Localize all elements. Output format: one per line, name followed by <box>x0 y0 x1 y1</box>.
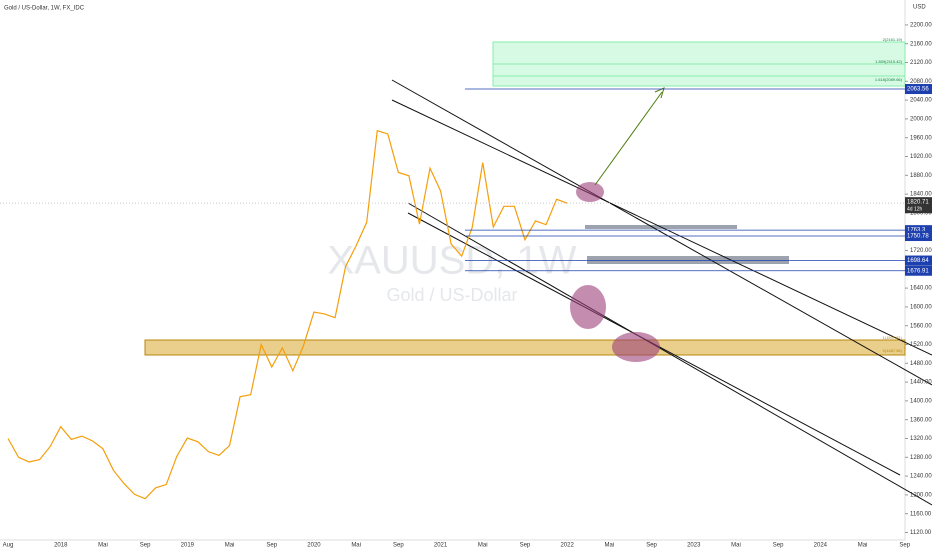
x-tick-label: Mai <box>858 543 868 549</box>
highlight <box>576 182 604 202</box>
price-tag-label: 1763.3 <box>907 228 926 234</box>
y-tick-label: 1520.00 <box>910 342 932 348</box>
y-tick-label: 1360.00 <box>910 417 932 423</box>
y-tick-label: 2120.00 <box>910 60 932 66</box>
y-tick-label: 1800.00 <box>910 210 932 216</box>
watermark-sub: Gold / US-Dollar <box>386 285 517 305</box>
zone-label: 1(1507.81) <box>883 335 903 340</box>
fib-label: 1.809(2115.42) <box>875 59 903 64</box>
price-tag <box>905 225 932 236</box>
price-tag <box>905 231 932 242</box>
last-price-label: 1820.71 <box>907 200 929 206</box>
x-tick-label: 2024 <box>814 543 828 549</box>
y-tick-label: 1280.00 <box>910 455 932 461</box>
countdown-label: 4d 12h <box>907 206 923 212</box>
x-tick-label: Sep <box>140 543 151 549</box>
x-tick-label: Sep <box>773 543 784 549</box>
y-tick-label: 2080.00 <box>910 79 932 85</box>
price-tag-label: 2063.56 <box>907 87 929 93</box>
x-tick-label: 2022 <box>560 543 574 549</box>
y-tick-label: 1840.00 <box>910 192 932 198</box>
y-tick-label: 1440.00 <box>910 380 932 386</box>
last-price-tag <box>905 197 932 214</box>
channel-line <box>391 79 932 386</box>
fib-label: 1.618(2089.66) <box>875 77 903 82</box>
channel-line <box>391 99 932 356</box>
price-tag <box>905 84 932 95</box>
x-tick-label: 2018 <box>54 543 68 549</box>
y-tick-label: 1240.00 <box>910 474 932 480</box>
x-tick-label: Mai <box>351 543 361 549</box>
price-line <box>7 129 568 500</box>
projection-arrow <box>594 91 663 186</box>
channel-line <box>407 202 932 506</box>
y-tick-label: 1600.00 <box>910 304 932 310</box>
fib-label: 2(2161.19) <box>883 37 903 42</box>
price-tag <box>905 255 932 266</box>
y-tick-label: 2160.00 <box>910 41 932 47</box>
x-tick-label: Aug <box>3 543 14 549</box>
y-tick-label: 1200.00 <box>910 492 932 498</box>
y-tick-label: 1560.00 <box>910 323 932 329</box>
y-tick-label: 1120.00 <box>910 530 932 536</box>
x-tick-label: Sep <box>646 543 657 549</box>
axis-unit: USD <box>913 5 926 11</box>
price-tag <box>905 265 932 276</box>
highlight <box>612 332 660 362</box>
highlight <box>570 285 606 329</box>
price-tag-label: 1750.78 <box>907 234 929 240</box>
x-tick-label: Mai <box>225 543 235 549</box>
range-box <box>587 256 789 264</box>
support-zone <box>144 339 906 356</box>
y-tick-label: 1880.00 <box>910 173 932 179</box>
x-tick-label: 2020 <box>307 543 321 549</box>
y-tick-label: 2040.00 <box>910 98 932 104</box>
y-tick-label: 1640.00 <box>910 286 932 292</box>
x-tick-label: Mai <box>478 543 488 549</box>
y-tick-label: 1720.00 <box>910 248 932 254</box>
x-tick-label: 2019 <box>181 543 195 549</box>
y-tick-label: 1920.00 <box>910 154 932 160</box>
y-tick-label: 2200.00 <box>910 22 932 28</box>
y-tick-label: 1320.00 <box>910 436 932 442</box>
y-tick-label: 1160.00 <box>910 511 932 517</box>
x-tick-label: Sep <box>393 543 404 549</box>
y-tick-label: 1960.00 <box>910 135 932 141</box>
x-tick-label: 2023 <box>687 543 701 549</box>
y-tick-label: 1480.00 <box>910 361 932 367</box>
zone-label: 0(1487.56) <box>883 348 903 353</box>
y-tick-label: 1400.00 <box>910 398 932 404</box>
x-tick-label: Mai <box>98 543 108 549</box>
x-tick-label: Sep <box>899 543 910 549</box>
y-tick-label: 2000.00 <box>910 116 932 122</box>
x-tick-label: Sep <box>520 543 531 549</box>
x-tick-label: 2021 <box>434 543 448 549</box>
price-tag-label: 1698.64 <box>907 258 929 264</box>
x-tick-label: Mai <box>731 543 741 549</box>
arrow-head <box>654 87 665 99</box>
x-tick-label: Mai <box>605 543 615 549</box>
x-tick-label: Sep <box>266 543 277 549</box>
price-tag-label: 1676.91 <box>907 268 929 274</box>
chart-title: Gold / US-Dollar, 1W, FX_IDC <box>4 6 85 12</box>
